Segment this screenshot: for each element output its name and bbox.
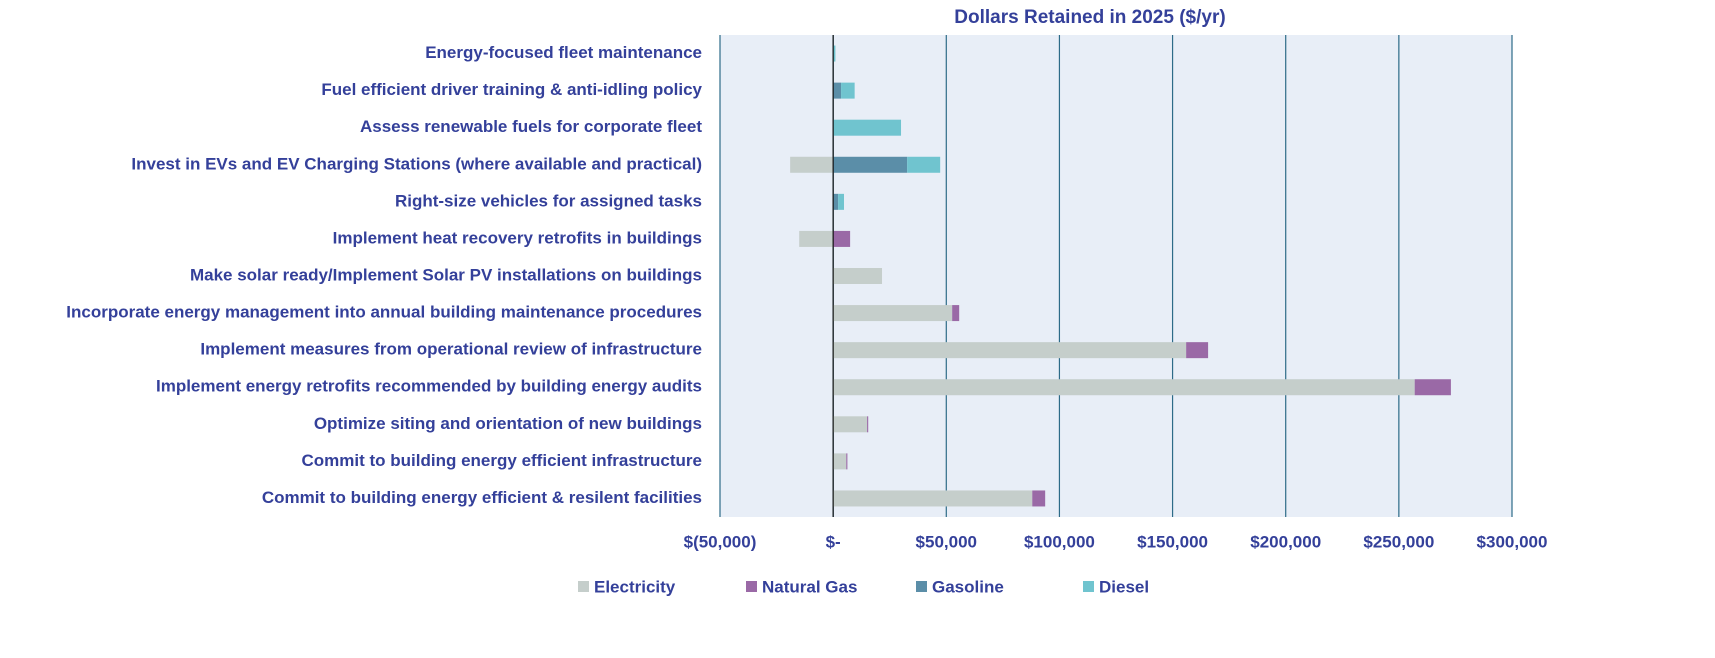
bar-segment xyxy=(833,379,1415,396)
bar-segment xyxy=(833,193,839,210)
bar-segment xyxy=(833,82,842,99)
bar-segment xyxy=(833,119,902,136)
bar-segment xyxy=(833,45,836,62)
bar-segment xyxy=(841,82,855,99)
y-tick-label: Optimize siting and orientation of new b… xyxy=(314,414,702,433)
y-tick-label: Energy-focused fleet maintenance xyxy=(425,43,702,62)
x-tick-label: $200,000 xyxy=(1250,532,1321,551)
legend-label: Natural Gas xyxy=(762,577,857,596)
bar-segment xyxy=(833,305,953,322)
bar-segment xyxy=(833,156,908,173)
bar-segment xyxy=(833,230,851,247)
bar-segment xyxy=(833,453,847,470)
legend-swatch xyxy=(916,581,927,592)
y-tick-label: Invest in EVs and EV Charging Stations (… xyxy=(131,154,702,173)
x-tick-label: $- xyxy=(826,532,841,551)
x-tick-label: $250,000 xyxy=(1363,532,1434,551)
y-tick-label: Right-size vehicles for assigned tasks xyxy=(395,191,702,210)
y-tick-label: Incorporate energy management into annua… xyxy=(66,303,702,322)
bar-segment xyxy=(907,156,941,173)
legend-label: Electricity xyxy=(594,577,676,596)
bar-segment xyxy=(833,416,868,433)
bar-segment xyxy=(833,268,883,284)
bar-segment xyxy=(1186,342,1209,359)
bar-segment xyxy=(838,193,845,210)
y-tick-label: Fuel efficient driver training & anti-id… xyxy=(321,80,702,99)
legend-swatch xyxy=(746,581,757,592)
bar-segment xyxy=(846,453,848,470)
legend-label: Diesel xyxy=(1099,577,1149,596)
legend-label: Gasoline xyxy=(932,577,1004,596)
y-tick-label: Implement heat recovery retrofits in bui… xyxy=(333,228,702,247)
bar-segment xyxy=(952,305,960,322)
legend-swatch xyxy=(1083,581,1094,592)
chart-title: Dollars Retained in 2025 ($/yr) xyxy=(954,7,1225,28)
legend-swatch xyxy=(578,581,589,592)
bar-segment xyxy=(799,230,834,247)
y-tick-label: Implement energy retrofits recommended b… xyxy=(156,377,702,396)
bar-segment xyxy=(867,416,869,433)
bar-segment xyxy=(1414,379,1451,396)
y-tick-label: Commit to building energy efficient infr… xyxy=(302,451,702,470)
bar-segment xyxy=(833,490,1033,507)
y-tick-label: Assess renewable fuels for corporate fle… xyxy=(360,117,702,136)
x-tick-label: $300,000 xyxy=(1477,532,1548,551)
x-tick-label: $100,000 xyxy=(1024,532,1095,551)
x-tick-label: $50,000 xyxy=(916,532,977,551)
bar-segment xyxy=(1032,490,1046,507)
bar-segment xyxy=(833,342,1187,359)
bar-segment xyxy=(790,156,834,173)
y-tick-label: Implement measures from operational revi… xyxy=(200,340,702,359)
x-tick-label: $(50,000) xyxy=(684,532,757,551)
y-tick-label: Commit to building energy efficient & re… xyxy=(262,488,702,507)
y-tick-label: Make solar ready/Implement Solar PV inst… xyxy=(190,265,702,284)
x-tick-label: $150,000 xyxy=(1137,532,1208,551)
